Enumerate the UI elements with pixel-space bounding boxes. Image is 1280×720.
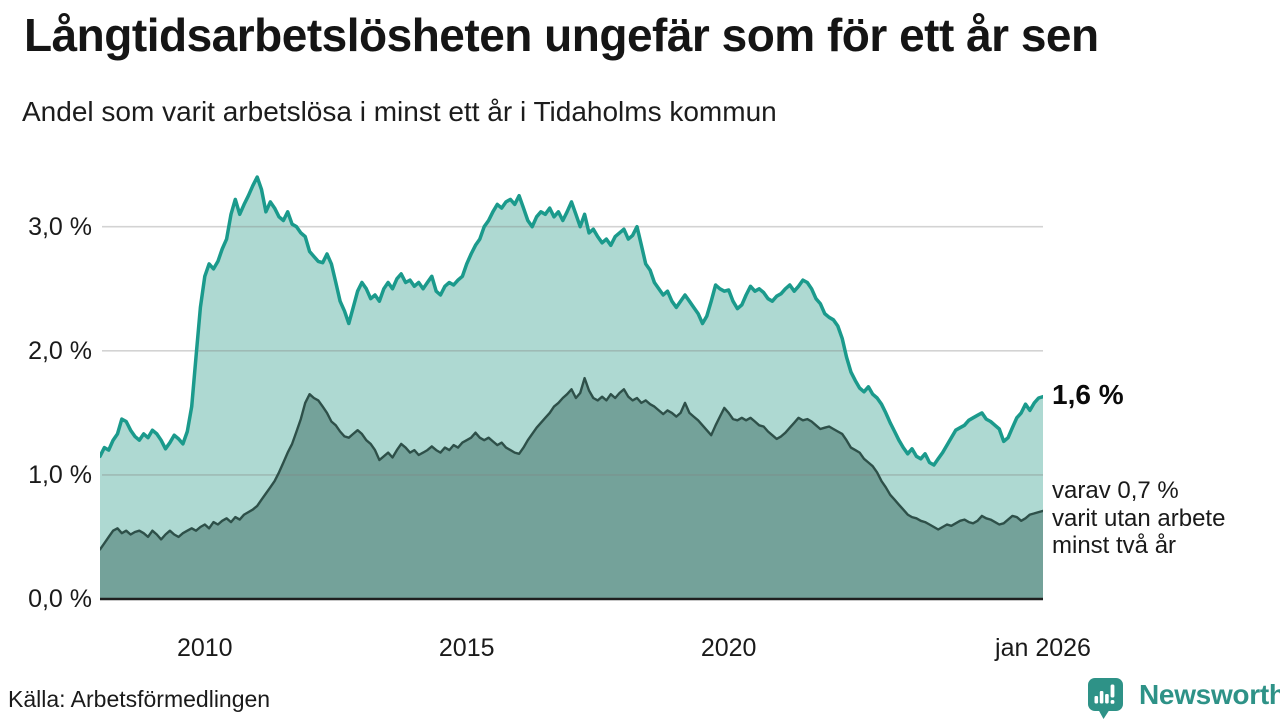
page-subtitle: Andel som varit arbetslösa i minst ett å… (22, 96, 777, 127)
source-credit: Källa: Arbetsförmedlingen (8, 686, 271, 712)
chart-plot (100, 175, 1043, 601)
latest-value-label: 1,6 % (1052, 379, 1124, 410)
bar-chart-speech-bubble-icon (1088, 678, 1123, 719)
page-title: Långtidsarbetslösheten ungefär som för e… (24, 9, 1099, 61)
x-tick-label: jan 2026 (995, 634, 1091, 662)
y-tick-label: 0,0 % (28, 585, 92, 613)
x-tick-label: 2020 (700, 634, 757, 662)
x-tick-label: 2015 (438, 634, 495, 662)
y-tick-label: 2,0 % (28, 336, 92, 365)
x-tick-label: 2010 (176, 634, 233, 662)
y-tick-label: 1,0 % (28, 460, 92, 489)
y-tick-label: 3,0 % (28, 212, 92, 241)
brand-name: Newsworthy (1139, 679, 1280, 710)
secondary-series-annotation: varav 0,7 % varit utan arbete minst två … (1052, 477, 1226, 559)
brand-logo: Newsworthy (1086, 676, 1280, 720)
